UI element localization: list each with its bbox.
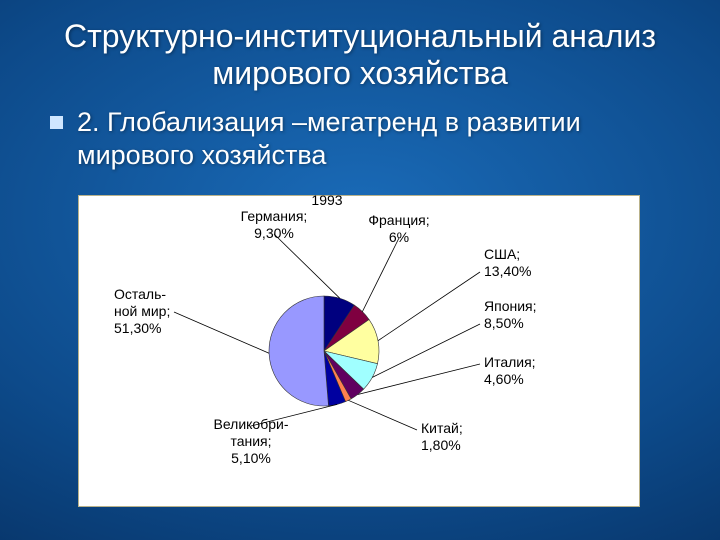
pie-slice	[269, 296, 328, 406]
bullet-row: 2. Глобализация –мегатренд в развитии ми…	[50, 106, 670, 174]
leader-line	[174, 312, 269, 353]
leader-line	[378, 272, 480, 341]
slice-label: Китай; 1,80%	[421, 420, 463, 454]
bullet-icon	[50, 116, 63, 129]
chart-year-label: 1993	[311, 192, 342, 209]
slice-label: Италия; 4,60%	[484, 354, 536, 388]
pie-chart-container: 1993Германия; 9,30% Франция; 6% США; 13,40…	[78, 195, 640, 507]
leader-line	[362, 238, 399, 312]
slide-body: 2. Глобализация –мегатренд в развитии ми…	[0, 92, 720, 174]
slice-label: Япония; 8,50%	[484, 298, 537, 332]
leader-line	[348, 400, 417, 430]
leader-line	[274, 234, 340, 298]
slice-label: Франция; 6%	[368, 212, 429, 246]
slice-label: Осталь- ной мир; 51,30%	[114, 286, 170, 336]
slide-title: Структурно-институциональный анализ миро…	[0, 0, 720, 92]
slice-label: Великобри- тания; 5,10%	[213, 416, 288, 466]
leader-line	[372, 324, 480, 377]
slice-label: США; 13,40%	[484, 246, 531, 280]
bullet-text: 2. Глобализация –мегатренд в развитии ми…	[77, 106, 670, 174]
pie-chart-svg	[79, 196, 639, 506]
slide: Структурно-институциональный анализ миро…	[0, 0, 720, 540]
slice-label: Германия; 9,30%	[241, 208, 308, 242]
